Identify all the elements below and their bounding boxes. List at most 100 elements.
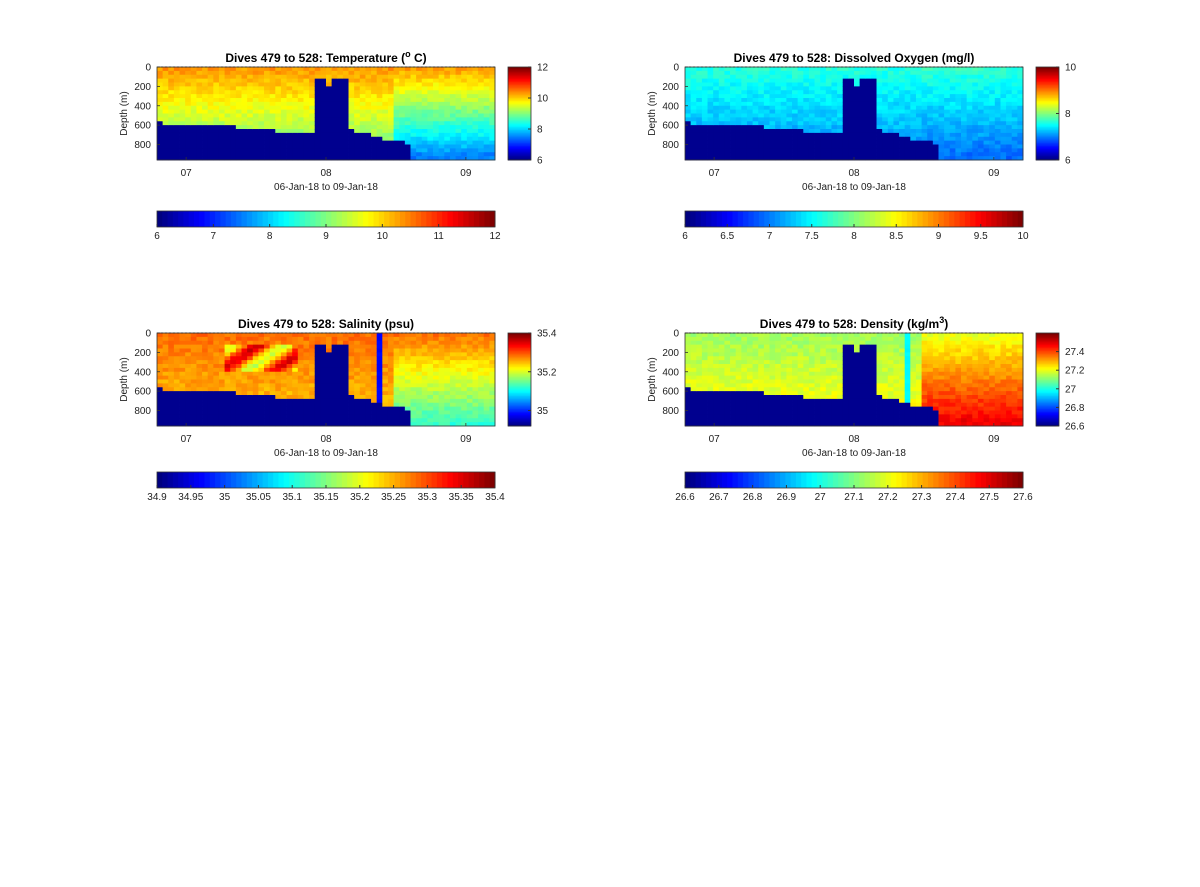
heatmap-cell	[433, 105, 440, 111]
heatmap-cell	[303, 125, 310, 130]
heatmap-cell	[994, 140, 1001, 145]
heatmap-cell	[707, 86, 714, 91]
colorbar-swatch	[252, 472, 258, 488]
heatmap-cell	[713, 121, 720, 126]
heatmap-cell	[989, 67, 996, 72]
heatmap-cell	[404, 391, 411, 396]
heatmap-cell	[848, 101, 855, 107]
heatmap-cell	[797, 152, 804, 157]
colorbar-swatch	[508, 112, 531, 114]
heatmap-cell	[286, 387, 293, 392]
heatmap-cell	[876, 129, 883, 134]
colorbar-swatch	[827, 211, 834, 227]
heatmap-cell	[989, 140, 996, 145]
heatmap-cell	[769, 74, 776, 80]
heatmap-cell	[359, 414, 366, 419]
heatmap-cell	[264, 367, 271, 373]
heatmap-cell	[961, 82, 968, 87]
heatmap-cell	[410, 78, 417, 83]
heatmap-cell	[168, 86, 175, 91]
heatmap-cell	[1006, 125, 1013, 130]
heatmap-cell	[977, 90, 984, 95]
heatmap-cell	[752, 86, 759, 91]
heatmap-cell	[371, 340, 378, 346]
heatmap-cell	[241, 70, 248, 76]
heatmap-cell	[444, 406, 451, 411]
heatmap-cell	[314, 348, 321, 353]
heatmap-cell	[904, 148, 911, 153]
heatmap-cell	[224, 152, 231, 157]
heatmap-cell	[235, 414, 242, 419]
heatmap-cell	[741, 101, 748, 107]
heatmap-cell	[264, 395, 271, 400]
heatmap-cell	[994, 86, 1001, 91]
heatmap-cell	[207, 344, 214, 349]
heatmap-cell	[938, 152, 945, 157]
heatmap-cell	[292, 375, 299, 380]
heatmap-cell	[489, 336, 496, 342]
heatmap-cell	[168, 121, 175, 126]
heatmap-cell	[354, 398, 361, 404]
heatmap-cell	[769, 105, 776, 111]
heatmap-cell	[309, 395, 316, 400]
heatmap-cell	[264, 375, 271, 380]
colorbar-swatch	[1036, 135, 1059, 138]
heatmap-cell	[944, 82, 951, 87]
heatmap-cell	[173, 364, 180, 369]
heatmap-cell	[825, 129, 832, 134]
heatmap-cell	[218, 148, 225, 153]
heatmap-cell	[421, 101, 428, 107]
heatmap-cell	[258, 129, 265, 134]
heatmap-cell	[904, 101, 911, 107]
heatmap-cell	[831, 136, 838, 142]
heatmap-cell	[348, 422, 355, 427]
heatmap-cell	[303, 67, 310, 72]
heatmap-cell	[207, 360, 214, 365]
colorbar-swatch	[832, 211, 839, 227]
heatmap-cell	[690, 333, 697, 338]
heatmap-cell	[168, 132, 175, 138]
heatmap-cell	[224, 344, 231, 349]
heatmap-cell	[899, 125, 906, 130]
heatmap-cell	[331, 340, 338, 346]
heatmap-cell	[1000, 98, 1007, 103]
heatmap-cell	[235, 67, 242, 72]
heatmap-cell	[449, 94, 456, 99]
heatmap-cell	[882, 82, 889, 87]
heatmap-cell	[854, 117, 861, 122]
colorbar-swatch	[508, 367, 531, 370]
heatmap-cell	[235, 398, 242, 404]
heatmap-cell	[309, 74, 316, 80]
heatmap-cell	[416, 391, 423, 396]
heatmap-cell	[269, 67, 276, 72]
heatmap-cell	[472, 367, 479, 373]
heatmap-cell	[280, 371, 287, 377]
heatmap-cell	[235, 348, 242, 353]
heatmap-cell	[865, 156, 872, 161]
heatmap-cell	[758, 140, 765, 145]
heatmap-cell	[247, 375, 254, 380]
heatmap-cell	[376, 121, 383, 126]
colorbar-swatch	[508, 119, 531, 122]
heatmap-cell	[292, 156, 299, 161]
heatmap-cell	[258, 375, 265, 380]
heatmap-cell	[258, 82, 265, 87]
heatmap-cell	[433, 375, 440, 380]
heatmap-cell	[792, 70, 799, 76]
colorbar-swatch	[273, 472, 279, 488]
heatmap-cell	[218, 129, 225, 134]
heatmap-cell	[235, 90, 242, 95]
heatmap-cell	[904, 109, 911, 114]
heatmap-cell	[162, 113, 169, 118]
heatmap-cell	[449, 156, 456, 161]
heatmap-cell	[359, 132, 366, 138]
heatmap-cell	[887, 113, 894, 118]
side-colorbar-label: 12	[537, 63, 549, 74]
colorbar-swatch	[1036, 112, 1059, 114]
heatmap-cell	[955, 109, 962, 114]
heatmap-cell	[831, 140, 838, 145]
heatmap-cell	[286, 82, 293, 87]
heatmap-cell	[264, 105, 271, 111]
heatmap-cell	[752, 152, 759, 157]
heatmap-cell	[842, 132, 849, 138]
